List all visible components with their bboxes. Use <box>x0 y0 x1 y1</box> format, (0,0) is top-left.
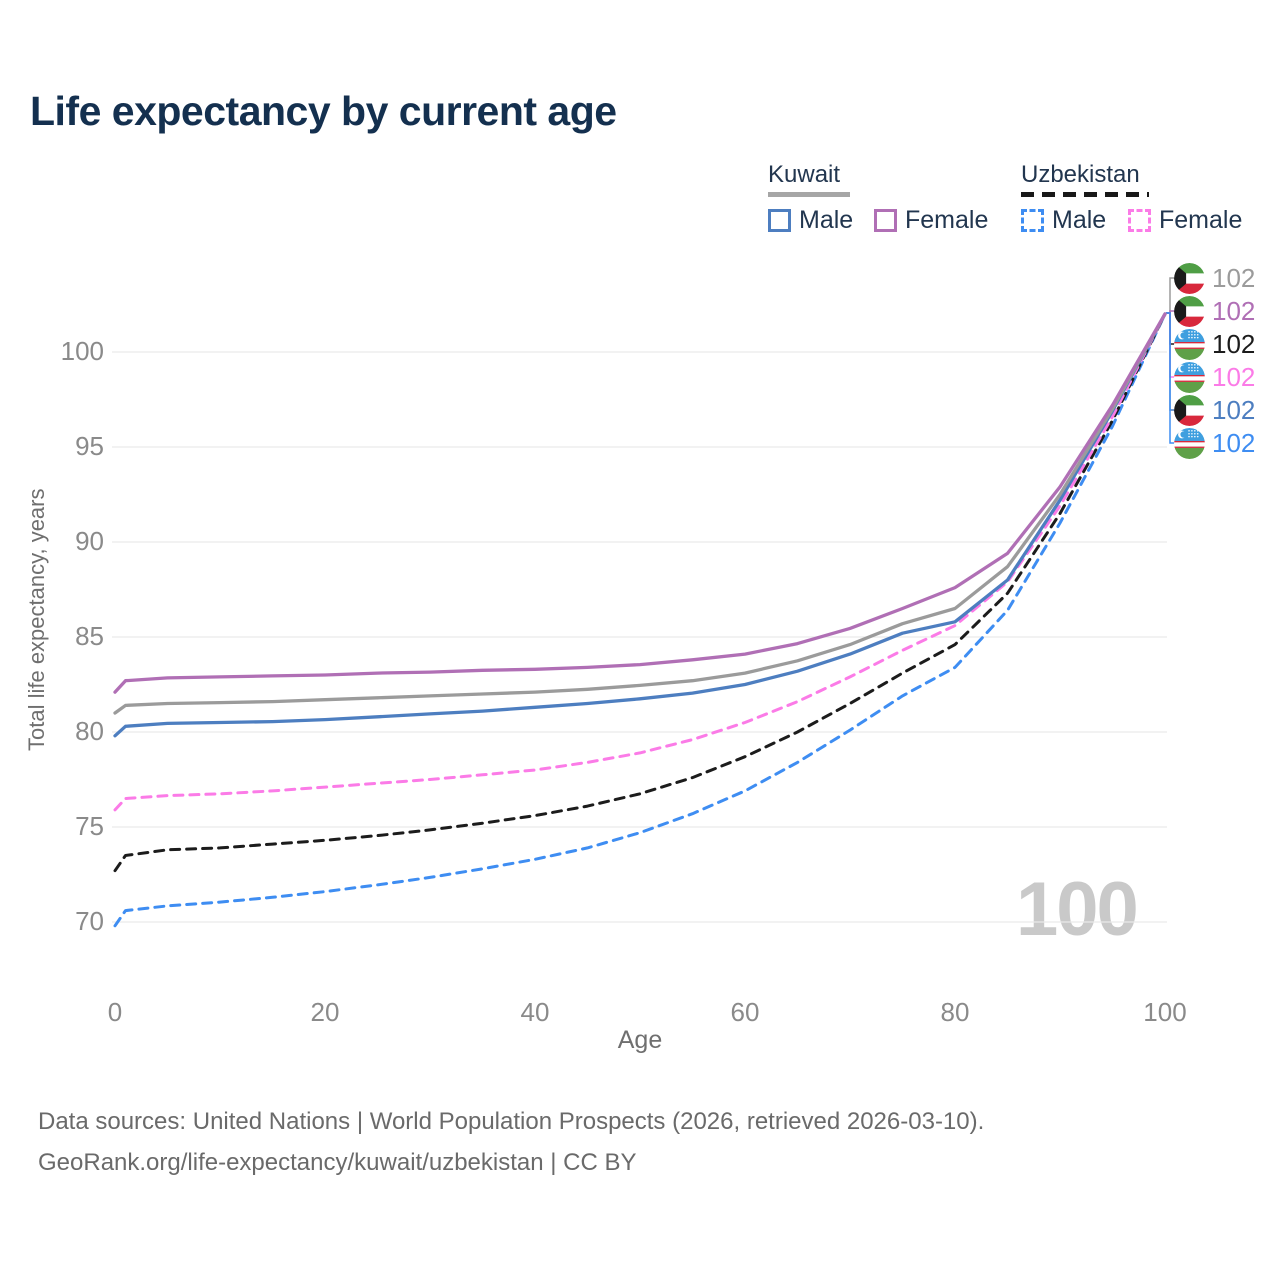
legend-checkbox-uzbekistan-female[interactable] <box>1128 209 1151 232</box>
x-tick-label: 80 <box>940 997 970 1027</box>
kuwait-flag-icon <box>1174 262 1205 294</box>
kuwait-male-line[interactable] <box>113 312 1167 738</box>
legend-uzbekistan-underline <box>1021 192 1149 197</box>
x-tick-label: 20 <box>310 997 340 1027</box>
legend-checkbox-kuwait-female[interactable] <box>874 209 897 232</box>
y-tick-label: 95 <box>75 431 104 461</box>
end-value: 102 <box>1212 295 1256 326</box>
kuwait-flag-icon <box>1174 295 1205 327</box>
end-value: 102 <box>1212 427 1256 458</box>
x-axis-title: Age <box>617 1026 663 1054</box>
uzbekistan-flag-icon <box>1174 361 1205 393</box>
legend-label-uzbekistan-male[interactable]: Male <box>1052 206 1107 234</box>
legend-label-kuwait-male[interactable]: Male <box>799 206 854 234</box>
end-label-uzbekistan-total: 102 <box>1174 327 1255 361</box>
y-tick-label: 75 <box>75 811 104 841</box>
legend-group-uzbekistan-label[interactable]: Uzbekistan <box>1021 161 1140 188</box>
y-tick-label: 80 <box>75 716 104 746</box>
end-value: 102 <box>1212 262 1256 293</box>
y-tick-label: 100 <box>60 336 104 366</box>
y-tick-label: 70 <box>75 906 104 936</box>
kuwait-flag-icon <box>1174 394 1205 426</box>
x-tick-label: 0 <box>107 997 123 1027</box>
uzbekistan-female-line[interactable] <box>113 312 1167 812</box>
end-label-kuwait-male: 102 <box>1174 393 1255 427</box>
footer-link: GeoRank.org/life-expectancy/kuwait/uzbek… <box>38 1149 637 1176</box>
leader-line <box>1166 312 1177 444</box>
y-tick-label: 90 <box>75 526 104 556</box>
x-tick-label: 60 <box>730 997 760 1027</box>
end-label-kuwait-female: 102 <box>1174 294 1255 328</box>
end-label-kuwait-total: 102 <box>1174 261 1255 295</box>
end-value: 102 <box>1212 328 1256 359</box>
end-value: 102 <box>1212 361 1256 392</box>
watermark: 100 <box>1016 867 1139 952</box>
legend-kuwait-underline <box>768 192 850 197</box>
kuwait-total-line[interactable] <box>113 312 1167 715</box>
uzbekistan-flag-icon <box>1174 427 1205 459</box>
legend-group-kuwait-label[interactable]: Kuwait <box>768 161 841 188</box>
kuwait-female-line[interactable] <box>113 312 1167 694</box>
uzbekistan-male-line[interactable] <box>113 312 1167 928</box>
legend-checkbox-uzbekistan-male[interactable] <box>1021 209 1044 232</box>
uzbekistan-total-line[interactable] <box>113 312 1167 873</box>
x-tick-label: 100 <box>1143 997 1187 1027</box>
page-title: Life expectancy by current age <box>30 88 617 134</box>
uzbekistan-flag-icon <box>1174 328 1205 360</box>
legend-checkbox-kuwait-male[interactable] <box>768 209 791 232</box>
footer-sources: Data sources: United Nations | World Pop… <box>38 1108 985 1135</box>
x-tick-label: 40 <box>520 997 550 1027</box>
end-label-uzbekistan-male: 102 <box>1174 426 1255 460</box>
y-tick-label: 85 <box>75 621 104 651</box>
end-value: 102 <box>1212 394 1256 425</box>
legend-label-uzbekistan-female[interactable]: Female <box>1159 206 1243 234</box>
end-label-uzbekistan-female: 102 <box>1174 360 1255 394</box>
legend-label-kuwait-female[interactable]: Female <box>905 206 989 234</box>
